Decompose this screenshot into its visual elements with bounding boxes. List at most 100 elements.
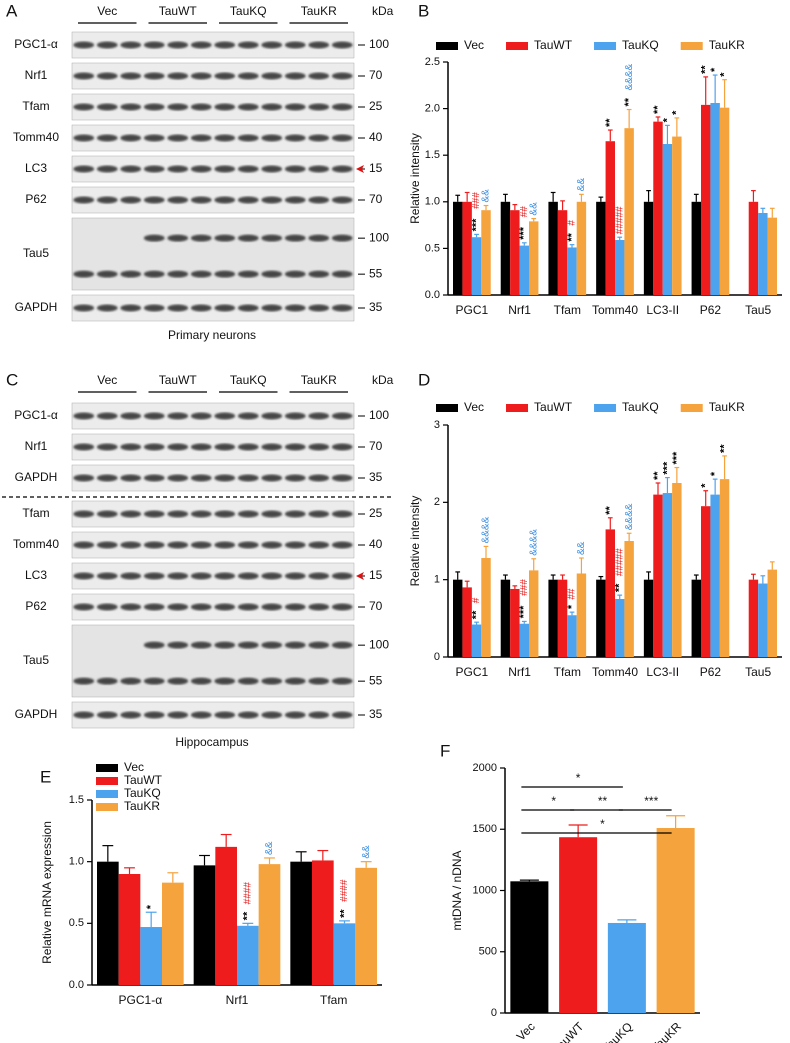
band (308, 234, 330, 242)
band (237, 711, 259, 719)
band (167, 572, 189, 580)
band (237, 72, 259, 80)
x-tick-label: Tfam (320, 993, 347, 1007)
band (308, 196, 330, 204)
band (308, 103, 330, 111)
bar (710, 494, 720, 657)
bar (333, 923, 356, 985)
y-axis-label: mtDNA / nDNA (450, 850, 464, 930)
band (331, 474, 353, 482)
band (237, 603, 259, 611)
band (308, 474, 330, 482)
panel-label: A (6, 1, 18, 20)
band (96, 134, 118, 142)
y-tick-label: 1000 (473, 884, 497, 896)
significance: ##### (614, 206, 625, 234)
band (96, 603, 118, 611)
significance: ** (604, 506, 616, 515)
blot-image (71, 464, 355, 492)
significance: * (145, 904, 157, 909)
band (308, 41, 330, 49)
band (237, 641, 259, 649)
band (190, 270, 212, 278)
band (120, 572, 142, 580)
row-label: PGC1-α (14, 408, 58, 422)
blot-image (71, 186, 355, 214)
band (261, 572, 283, 580)
band (190, 165, 212, 173)
significance: # (567, 220, 578, 226)
bar (548, 201, 558, 295)
bar (605, 141, 615, 295)
x-tick-label: PGC1 (456, 303, 489, 317)
bar (481, 210, 491, 295)
band (167, 72, 189, 80)
bar (462, 587, 472, 657)
bar (576, 573, 587, 657)
band (190, 234, 212, 242)
band (120, 103, 142, 111)
band (190, 443, 212, 451)
band (308, 711, 330, 719)
marker-label: 100 (369, 637, 389, 651)
group-label: TauKR (301, 4, 337, 18)
band (96, 474, 118, 482)
band (73, 711, 95, 719)
band (331, 196, 353, 204)
significance: *** (671, 451, 683, 465)
band (308, 72, 330, 80)
band (96, 103, 118, 111)
band (96, 677, 118, 685)
blot-image (71, 294, 355, 322)
blot-image (71, 402, 355, 430)
band (284, 41, 306, 49)
band (96, 510, 118, 518)
legend-label: Vec (464, 400, 484, 414)
band (308, 165, 330, 173)
band (167, 234, 189, 242)
bar (748, 201, 759, 295)
bar (596, 579, 606, 657)
x-tick-label: LC3-II (646, 665, 679, 679)
legend-label: TauWT (534, 400, 573, 414)
marker-label: 55 (369, 266, 383, 280)
blot-image (71, 701, 355, 729)
band (261, 134, 283, 142)
legend-swatch (96, 777, 118, 785)
panel-label: F (440, 741, 450, 760)
band (308, 572, 330, 580)
bar (529, 221, 539, 295)
marker-label: 70 (369, 439, 383, 453)
band (214, 711, 236, 719)
row-label: PGC1-α (14, 37, 58, 51)
band (214, 196, 236, 204)
band (331, 641, 353, 649)
band (237, 304, 259, 312)
legend-label: TauKQ (622, 38, 659, 52)
band (331, 412, 353, 420)
band (143, 603, 165, 611)
band (190, 641, 212, 649)
x-tick-label: LC3-II (646, 303, 679, 317)
y-tick-label: 1.5 (69, 794, 84, 806)
bar (118, 874, 141, 985)
bar (162, 882, 184, 985)
band (284, 270, 306, 278)
band (143, 711, 165, 719)
significance: *** (518, 605, 530, 619)
band (73, 270, 95, 278)
band (308, 541, 330, 549)
band (214, 41, 236, 49)
bar (548, 579, 558, 657)
band (261, 270, 283, 278)
band (214, 603, 236, 611)
band (331, 541, 353, 549)
band (96, 711, 118, 719)
y-tick-label: 0.0 (425, 289, 440, 301)
band-arrow (356, 572, 364, 580)
band (331, 711, 353, 719)
row-label: Tfam (22, 506, 49, 520)
y-tick-label: 3 (434, 419, 440, 431)
significance: *** (661, 461, 673, 475)
band (261, 603, 283, 611)
